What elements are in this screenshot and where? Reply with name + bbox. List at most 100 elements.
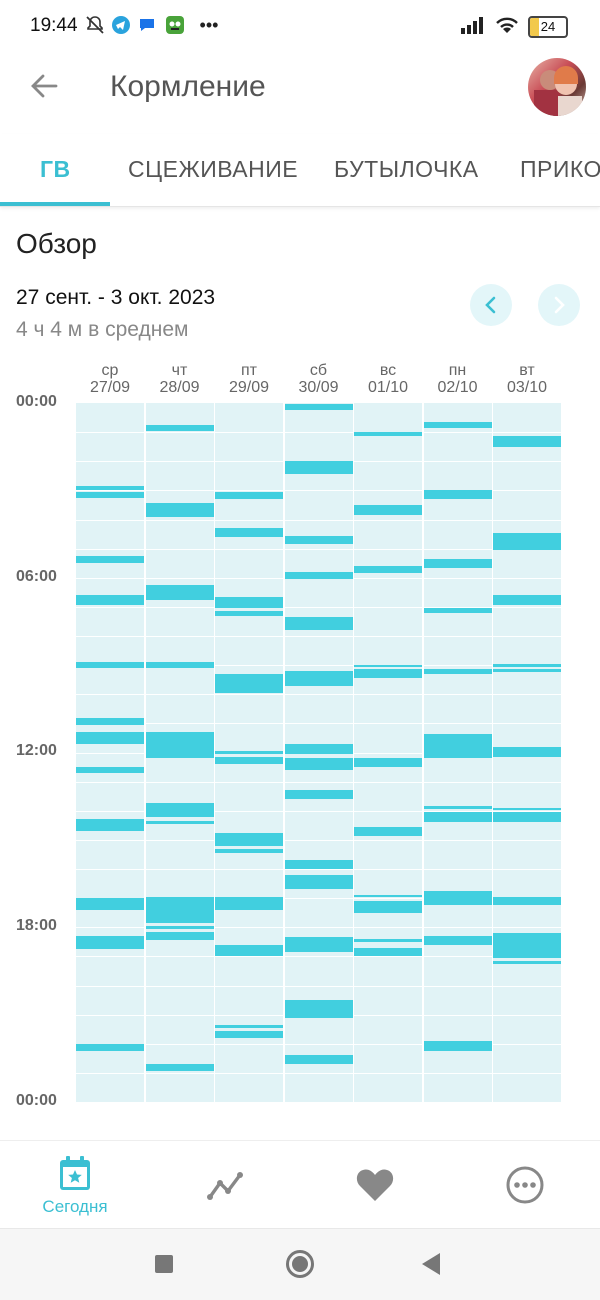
- tab-solids[interactable]: ПРИКО: [520, 156, 600, 182]
- feeding-session-bar[interactable]: [76, 935, 144, 950]
- feeding-session-bar[interactable]: [354, 947, 422, 957]
- feeding-session-bar[interactable]: [76, 732, 144, 744]
- feeding-session-bar[interactable]: [354, 938, 422, 942]
- feeding-session-bar[interactable]: [354, 432, 422, 437]
- feeding-session-bar[interactable]: [145, 803, 214, 817]
- feeding-session-bar[interactable]: [354, 669, 422, 679]
- feeding-session-bar[interactable]: [76, 491, 144, 498]
- feeding-session-bar[interactable]: [284, 1000, 353, 1018]
- feeding-session-bar[interactable]: [423, 490, 492, 500]
- feeding-session-bar[interactable]: [284, 461, 353, 475]
- back-icon[interactable]: [422, 1253, 440, 1275]
- feeding-session-bar[interactable]: [284, 535, 353, 545]
- feeding-session-bar[interactable]: [76, 819, 144, 832]
- feeding-session-bar[interactable]: [76, 1043, 144, 1052]
- feeding-session-bar[interactable]: [215, 491, 283, 500]
- hour-gridline: [354, 1015, 422, 1016]
- feeding-session-bar[interactable]: [215, 848, 283, 853]
- feeding-session-bar[interactable]: [145, 1064, 214, 1072]
- feeding-session-bar[interactable]: [354, 566, 422, 574]
- nav-statistics[interactable]: [150, 1141, 300, 1229]
- feeding-session-bar[interactable]: [423, 733, 492, 759]
- feeding-session-bar[interactable]: [215, 1024, 283, 1028]
- feeding-session-bar[interactable]: [145, 896, 214, 923]
- feeding-session-bar[interactable]: [354, 504, 422, 516]
- feeding-session-bar[interactable]: [354, 758, 422, 768]
- nav-favorites[interactable]: [300, 1141, 450, 1229]
- feeding-session-bar[interactable]: [423, 421, 492, 428]
- feeding-session-bar[interactable]: [284, 758, 353, 770]
- feeding-session-bar[interactable]: [493, 746, 561, 757]
- feeding-session-bar[interactable]: [284, 874, 353, 890]
- feeding-session-bar[interactable]: [76, 486, 144, 491]
- feeding-session-bar[interactable]: [76, 555, 144, 564]
- tab-breastfeeding[interactable]: ГВ: [40, 156, 71, 182]
- feeding-session-bar[interactable]: [284, 937, 353, 952]
- feeding-session-bar[interactable]: [215, 528, 283, 537]
- avatar[interactable]: [528, 58, 586, 116]
- feeding-session-bar[interactable]: [284, 571, 353, 580]
- feeding-session-bar[interactable]: [423, 608, 492, 613]
- feeding-session-bar[interactable]: [493, 807, 561, 810]
- feeding-session-bar[interactable]: [145, 503, 214, 517]
- feeding-session-bar[interactable]: [423, 812, 492, 823]
- feeding-session-bar[interactable]: [493, 933, 561, 958]
- feeding-session-bar[interactable]: [284, 743, 353, 754]
- feeding-session-bar[interactable]: [215, 756, 283, 765]
- nav-more[interactable]: [450, 1141, 600, 1229]
- feeding-session-bar[interactable]: [76, 898, 144, 910]
- feeding-session-bar[interactable]: [423, 890, 492, 906]
- feeding-session-bar[interactable]: [76, 662, 144, 669]
- feeding-session-bar[interactable]: [76, 717, 144, 725]
- feeding-session-bar[interactable]: [145, 931, 214, 941]
- feeding-session-bar[interactable]: [284, 670, 353, 686]
- feeding-session-bar[interactable]: [493, 663, 561, 667]
- feeding-session-bar[interactable]: [215, 944, 283, 957]
- feeding-session-bar[interactable]: [215, 673, 283, 693]
- feeding-session-bar[interactable]: [145, 732, 214, 759]
- feeding-session-bar[interactable]: [215, 1030, 283, 1038]
- feeding-session-bar[interactable]: [145, 662, 214, 669]
- feeding-session-bar[interactable]: [423, 669, 492, 674]
- feeding-session-bar[interactable]: [493, 896, 561, 906]
- feeding-session-bar[interactable]: [284, 404, 353, 411]
- feeding-session-bar[interactable]: [493, 960, 561, 964]
- feeding-session-bar[interactable]: [145, 820, 214, 824]
- feeding-session-bar[interactable]: [284, 860, 353, 869]
- feeding-session-bar[interactable]: [215, 611, 283, 616]
- tab-pumping[interactable]: СЦЕЖИВАНИЕ: [128, 156, 299, 182]
- feeding-session-bar[interactable]: [215, 751, 283, 754]
- feeding-session-bar[interactable]: [493, 532, 561, 551]
- feeding-session-bar[interactable]: [423, 806, 492, 810]
- feeding-session-bar[interactable]: [145, 585, 214, 600]
- feeding-session-bar[interactable]: [493, 669, 561, 673]
- feeding-session-bar[interactable]: [354, 901, 422, 913]
- nav-today[interactable]: Сегодня: [0, 1141, 150, 1229]
- home-icon[interactable]: [286, 1250, 314, 1278]
- tab-bottle[interactable]: БУТЫЛОЧКА: [334, 156, 479, 182]
- feeding-session-bar[interactable]: [423, 935, 492, 945]
- feeding-session-bar[interactable]: [76, 595, 144, 606]
- feeding-session-bar[interactable]: [354, 895, 422, 898]
- feeding-session-bar[interactable]: [423, 558, 492, 568]
- hour-gridline: [284, 840, 353, 841]
- feeding-session-bar[interactable]: [215, 832, 283, 846]
- feeding-session-bar[interactable]: [493, 812, 561, 823]
- next-week-button[interactable]: [538, 284, 580, 326]
- feeding-session-bar[interactable]: [215, 596, 283, 609]
- feeding-session-bar[interactable]: [493, 436, 561, 447]
- feeding-session-bar[interactable]: [145, 424, 214, 431]
- feeding-session-bar[interactable]: [493, 595, 561, 606]
- arrow-left-icon[interactable]: [26, 68, 62, 104]
- feeding-session-bar[interactable]: [354, 826, 422, 836]
- prev-week-button[interactable]: [470, 284, 512, 326]
- feeding-session-bar[interactable]: [354, 665, 422, 668]
- recent-apps-icon[interactable]: [155, 1255, 173, 1273]
- feeding-session-bar[interactable]: [145, 925, 214, 929]
- feeding-session-bar[interactable]: [284, 1055, 353, 1065]
- feeding-session-bar[interactable]: [423, 1040, 492, 1052]
- feeding-session-bar[interactable]: [76, 767, 144, 773]
- feeding-session-bar[interactable]: [284, 790, 353, 800]
- feeding-session-bar[interactable]: [215, 896, 283, 910]
- feeding-session-bar[interactable]: [284, 617, 353, 631]
